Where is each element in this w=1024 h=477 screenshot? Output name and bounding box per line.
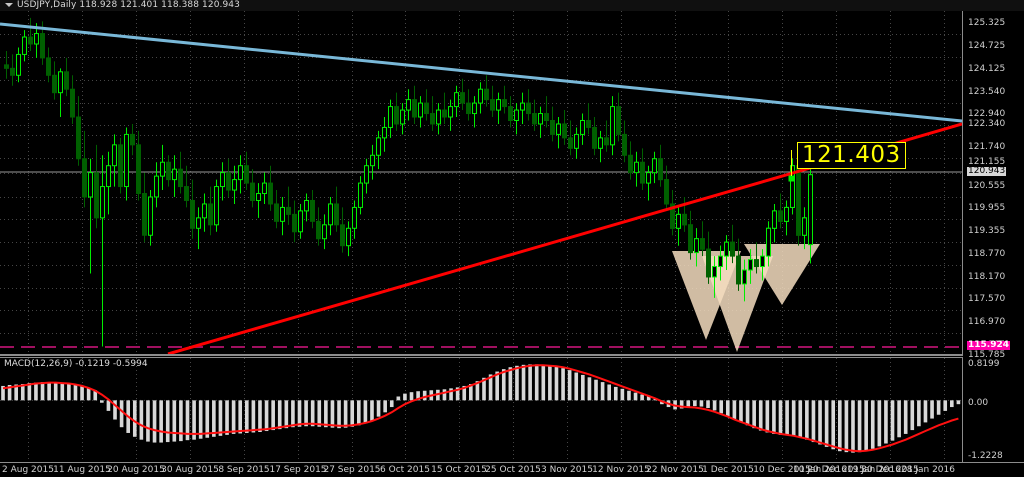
- price-chart-pane[interactable]: [0, 11, 963, 356]
- price-axis-label: 125.325: [968, 18, 1006, 28]
- macd-axis-label: 0.00: [968, 398, 989, 408]
- date-axis-label: 8 Sep 2015: [218, 465, 270, 475]
- date-axis-label: 20 Dec 2015: [807, 465, 865, 475]
- date-axis-label: 30 Dec 2015: [861, 465, 919, 475]
- macd-indicator-pane[interactable]: [0, 357, 963, 462]
- chevron-down-icon[interactable]: [5, 3, 13, 7]
- price-chart-canvas: [0, 11, 962, 355]
- price-axis-label: 124.125: [968, 64, 1006, 74]
- date-axis-label: 11 Aug 2015: [53, 465, 111, 475]
- price-axis-label: 115.785: [968, 350, 1006, 360]
- price-axis-label: 117.570: [968, 294, 1006, 304]
- price-axis-label: 119.955: [968, 203, 1006, 213]
- date-axis-label: 10 Dec 2015: [753, 465, 811, 475]
- date-axis-label: 25 Oct 2015: [485, 465, 541, 475]
- date-axis-label: 1 Dec 2015: [702, 465, 754, 475]
- date-axis-label: 20 Aug 2015: [107, 465, 165, 475]
- date-axis-label: 27 Sep 2015: [323, 465, 381, 475]
- wave-marker-2: [702, 256, 773, 352]
- price-axis-label: 120.555: [968, 181, 1006, 191]
- date-axis-label: 30 Aug 2015: [161, 465, 219, 475]
- date-axis-label: 6 Oct 2015: [380, 465, 430, 475]
- price-axis-label: 122.340: [968, 119, 1006, 129]
- chart-symbol-label: USDJPY,Daily 118.928 121.401 118.388 120…: [17, 0, 240, 10]
- pane-divider: [0, 354, 963, 356]
- price-axis-label: 121.740: [968, 142, 1006, 152]
- chart-title-bar: USDJPY,Daily 118.928 121.401 118.388 120…: [0, 0, 1024, 11]
- price-axis-label: 118.770: [968, 249, 1006, 259]
- price-axis-label: 116.970: [968, 317, 1006, 327]
- macd-indicator-label: MACD(12,26,9) -0.1219 -0.5994: [4, 359, 148, 369]
- price-axis-label: 118.170: [968, 272, 1006, 282]
- date-axis-label: 3 Nov 2015: [541, 465, 593, 475]
- price-axis-label: 124.725: [968, 41, 1006, 51]
- date-axis-label: 10 Jan 2016: [793, 465, 847, 475]
- date-axis-label: 19 Jan 2016: [847, 465, 901, 475]
- macd-axis-label: -1.2228: [968, 451, 1003, 461]
- date-axis-label: 28 Jan 2016: [901, 465, 955, 475]
- date-axis-label: 12 Nov 2015: [592, 465, 650, 475]
- resistance-trendline: [0, 22, 962, 123]
- date-axis-label: 2 Aug 2015: [2, 465, 54, 475]
- price-axis[interactable]: 125.325 124.725 124.125 123.540 122.940 122.3…: [964, 11, 1024, 462]
- alert-price-label: 115.924: [967, 340, 1010, 350]
- macd-chart-canvas: [0, 358, 962, 462]
- price-annotation-box[interactable]: 121.403: [797, 142, 906, 169]
- price-axis-label: 122.940: [968, 109, 1006, 119]
- price-axis-label: 121.155: [968, 157, 1006, 167]
- date-axis-label: 17 Sep 2015: [269, 465, 327, 475]
- price-axis-label: 123.540: [968, 87, 1006, 97]
- macd-signal-line: [2, 364, 959, 453]
- date-axis-label: 15 Oct 2015: [431, 465, 487, 475]
- current-price-label: 120.943: [967, 166, 1007, 176]
- macd-axis-label: 0.8199: [968, 359, 1000, 369]
- date-axis-label: 22 Nov 2015: [646, 465, 704, 475]
- time-axis[interactable]: 2 Aug 2015 11 Aug 2015 20 Aug 2015 30 Aug 2…: [0, 462, 1024, 477]
- price-axis-label: 119.355: [968, 226, 1006, 236]
